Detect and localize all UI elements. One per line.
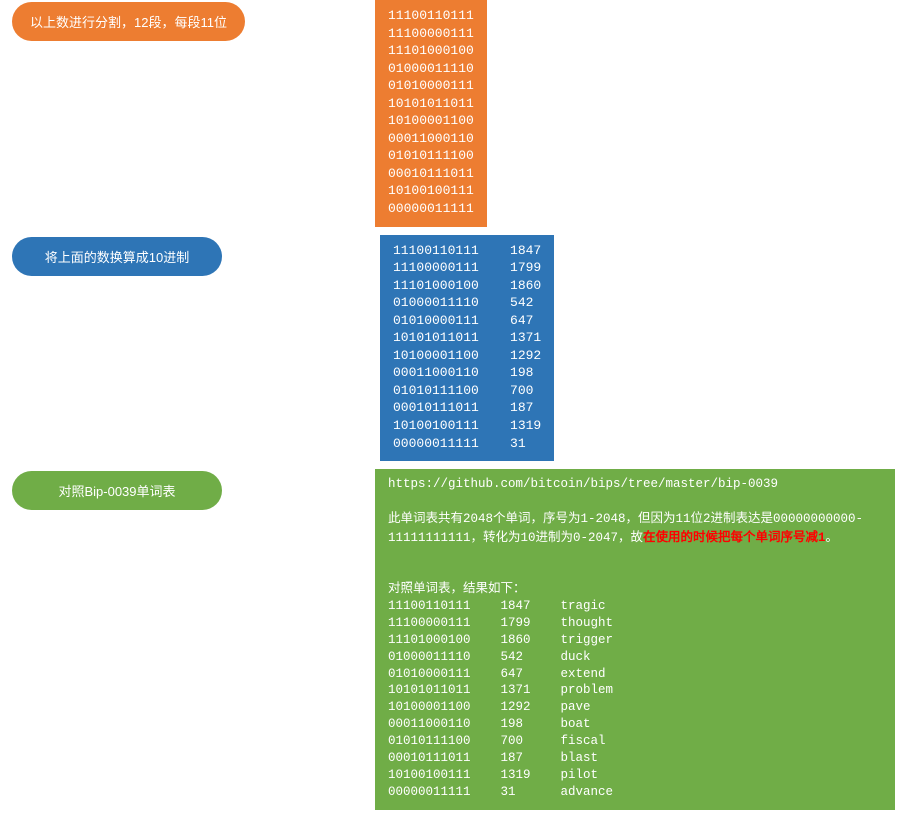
wordlist-box: https://github.com/bitcoin/bips/tree/mas… xyxy=(375,469,895,809)
bin-dec-row: 00000011111 31 xyxy=(393,435,541,453)
wordlist-row: 01010000111 647 extend xyxy=(388,666,882,683)
binary-segment: 00011000110 xyxy=(388,130,474,148)
wordlist-row: 01010111100 700 fiscal xyxy=(388,733,882,750)
bin-dec-row: 01000011110 542 xyxy=(393,294,541,312)
wordlist-row: 10101011011 1371 problem xyxy=(388,682,882,699)
binary-segment: 01000011110 xyxy=(388,60,474,78)
bin-dec-row: 01010111100 700 xyxy=(393,382,541,400)
wordlist-row: 11101000100 1860 trigger xyxy=(388,632,882,649)
binary-segment: 10100100111 xyxy=(388,182,474,200)
binary-segment: 01010111100 xyxy=(388,147,474,165)
step-row: 将上面的数换算成10进制 11100110111 184711100000111… xyxy=(0,235,904,462)
wordlist-desc-highlight: 在使用的时候把每个单词序号减1 xyxy=(643,531,826,545)
wordlist-desc: 此单词表共有2048个单词，序号为1-2048，但因为11位2进制表达是0000… xyxy=(388,510,882,548)
bin-dec-row: 10100100111 1319 xyxy=(393,417,541,435)
binary-segment: 00010111011 xyxy=(388,165,474,183)
bin-dec-row: 11100110111 1847 xyxy=(393,242,541,260)
step-content-col: 11100110111 184711100000111 179911101000… xyxy=(265,235,904,462)
step-content-col: https://github.com/bitcoin/bips/tree/mas… xyxy=(265,469,904,809)
step-label-col: 以上数进行分割，12段，每段11位 xyxy=(0,0,265,41)
bin-dec-row: 01010000111 647 xyxy=(393,312,541,330)
wordlist-row: 11100000111 1799 thought xyxy=(388,615,882,632)
binary-segment: 10100001100 xyxy=(388,112,474,130)
bin-dec-row: 10100001100 1292 xyxy=(393,347,541,365)
binary-segment: 11100110111 xyxy=(388,7,474,25)
step-pill-decimal: 将上面的数换算成10进制 xyxy=(12,237,222,276)
step-label-col: 将上面的数换算成10进制 xyxy=(0,235,265,276)
step-content-col: 1110011011111100000111111010001000100001… xyxy=(265,0,904,227)
step-pill-split: 以上数进行分割，12段，每段11位 xyxy=(12,2,245,41)
binary-segment: 11100000111 xyxy=(388,25,474,43)
binary-segment: 00000011111 xyxy=(388,200,474,218)
binary-segments-box: 1110011011111100000111111010001000100001… xyxy=(375,0,487,227)
wordlist-row: 00010111011 187 blast xyxy=(388,750,882,767)
step-pill-wordlist: 对照Bip-0039单词表 xyxy=(12,471,222,510)
binary-segment: 11101000100 xyxy=(388,42,474,60)
step-row: 以上数进行分割，12段，每段11位 1110011011111100000111… xyxy=(0,0,904,227)
binary-segment: 10101011011 xyxy=(388,95,474,113)
binary-segment: 01010000111 xyxy=(388,77,474,95)
wordlist-url: https://github.com/bitcoin/bips/tree/mas… xyxy=(388,476,882,493)
wordlist-row: 10100001100 1292 pave xyxy=(388,699,882,716)
bin-dec-box: 11100110111 184711100000111 179911101000… xyxy=(380,235,554,462)
bin-dec-row: 11101000100 1860 xyxy=(393,277,541,295)
step-label-col: 对照Bip-0039单词表 xyxy=(0,469,265,510)
wordlist-row: 00000011111 31 advance xyxy=(388,784,882,801)
step-row: 对照Bip-0039单词表 https://github.com/bitcoin… xyxy=(0,469,904,809)
bin-dec-row: 11100000111 1799 xyxy=(393,259,541,277)
wordlist-row: 00011000110 198 boat xyxy=(388,716,882,733)
wordlist-row: 11100110111 1847 tragic xyxy=(388,598,882,615)
bin-dec-row: 00010111011 187 xyxy=(393,399,541,417)
wordlist-result-header: 对照单词表，结果如下： xyxy=(388,581,882,598)
bin-dec-row: 00011000110 198 xyxy=(393,364,541,382)
wordlist-desc-suffix: 。 xyxy=(826,531,839,545)
bin-dec-row: 10101011011 1371 xyxy=(393,329,541,347)
wordlist-row: 10100100111 1319 pilot xyxy=(388,767,882,784)
wordlist-row: 01000011110 542 duck xyxy=(388,649,882,666)
